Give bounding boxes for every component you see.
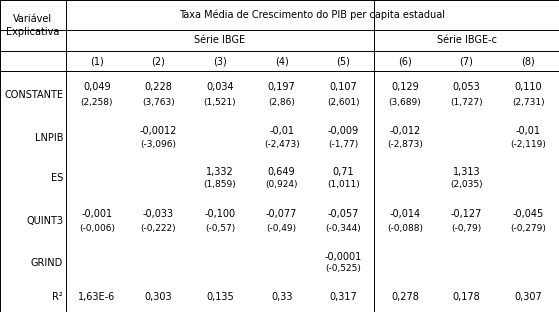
Text: 0,034: 0,034: [206, 82, 234, 92]
Text: R²: R²: [53, 292, 63, 302]
Text: (8): (8): [522, 56, 535, 66]
Text: 0,307: 0,307: [514, 292, 542, 302]
Text: 0,317: 0,317: [329, 292, 357, 302]
Text: (2,601): (2,601): [327, 98, 359, 106]
Text: Série IBGE: Série IBGE: [195, 35, 245, 46]
Text: (-0,279): (-0,279): [510, 224, 546, 233]
Text: (7): (7): [459, 56, 473, 66]
Text: (3,763): (3,763): [142, 98, 175, 106]
Text: (0,924): (0,924): [266, 180, 298, 189]
Text: 0,71: 0,71: [333, 167, 354, 177]
Text: (-3,096): (-3,096): [140, 140, 177, 149]
Text: 1,63E-6: 1,63E-6: [78, 292, 115, 302]
Text: Série IBGE-c: Série IBGE-c: [437, 35, 496, 46]
Text: -0,033: -0,033: [143, 209, 174, 219]
Text: -0,127: -0,127: [451, 209, 482, 219]
Text: (2,731): (2,731): [512, 98, 544, 106]
Text: -0,001: -0,001: [81, 209, 112, 219]
Text: ES: ES: [51, 173, 63, 183]
Text: (-2,473): (-2,473): [264, 140, 300, 149]
Text: 0,049: 0,049: [83, 82, 111, 92]
Text: LNPIB: LNPIB: [35, 133, 63, 143]
Text: (-0,006): (-0,006): [79, 224, 115, 233]
Text: 1,332: 1,332: [206, 167, 234, 177]
Text: -0,0012: -0,0012: [140, 126, 177, 136]
Text: 0,053: 0,053: [453, 82, 480, 92]
Text: 0,178: 0,178: [453, 292, 480, 302]
Text: (-0,49): (-0,49): [267, 224, 297, 233]
Text: (1): (1): [90, 56, 103, 66]
Text: -0,01: -0,01: [269, 126, 294, 136]
Text: (-0,222): (-0,222): [141, 224, 176, 233]
Text: (2): (2): [151, 56, 165, 66]
Text: (5): (5): [337, 56, 350, 66]
Text: 0,278: 0,278: [391, 292, 419, 302]
Text: (1,859): (1,859): [203, 180, 236, 189]
Text: -0,057: -0,057: [328, 209, 359, 219]
Text: QUINT3: QUINT3: [26, 216, 63, 226]
Text: (4): (4): [275, 56, 288, 66]
Text: 0,110: 0,110: [514, 82, 542, 92]
Text: GRIND: GRIND: [31, 258, 63, 268]
Text: (-1,77): (-1,77): [328, 140, 358, 149]
Text: -0,077: -0,077: [266, 209, 297, 219]
Text: -0,014: -0,014: [390, 209, 420, 219]
Text: (3,689): (3,689): [389, 98, 421, 106]
Text: 0,129: 0,129: [391, 82, 419, 92]
Text: CONSTANTE: CONSTANTE: [4, 90, 63, 100]
Text: -0,012: -0,012: [389, 126, 420, 136]
Text: (-2,119): (-2,119): [510, 140, 546, 149]
Text: 0,197: 0,197: [268, 82, 296, 92]
Text: (-0,525): (-0,525): [325, 264, 361, 273]
Text: -0,009: -0,009: [328, 126, 359, 136]
Text: 0,33: 0,33: [271, 292, 292, 302]
Text: (1,011): (1,011): [327, 180, 359, 189]
Text: (-0,344): (-0,344): [325, 224, 361, 233]
Text: (-0,088): (-0,088): [387, 224, 423, 233]
Text: (-2,873): (-2,873): [387, 140, 423, 149]
Text: 0,107: 0,107: [329, 82, 357, 92]
Text: (2,258): (2,258): [80, 98, 113, 106]
Text: -0,01: -0,01: [516, 126, 541, 136]
Text: 0,649: 0,649: [268, 167, 296, 177]
Text: -0,045: -0,045: [513, 209, 544, 219]
Text: Taxa Média de Crescimento do PIB per capita estadual: Taxa Média de Crescimento do PIB per cap…: [179, 10, 446, 20]
Text: (3): (3): [213, 56, 227, 66]
Text: Variável
Explicativa: Variável Explicativa: [6, 14, 60, 37]
Text: (2,86): (2,86): [268, 98, 295, 106]
Text: 1,313: 1,313: [453, 167, 480, 177]
Text: 0,303: 0,303: [145, 292, 172, 302]
Text: -0,0001: -0,0001: [325, 252, 362, 262]
Text: (-0,79): (-0,79): [452, 224, 482, 233]
Text: 0,135: 0,135: [206, 292, 234, 302]
Text: (1,727): (1,727): [450, 98, 483, 106]
Text: 0,228: 0,228: [144, 82, 172, 92]
Text: (1,521): (1,521): [203, 98, 236, 106]
Text: (-0,57): (-0,57): [205, 224, 235, 233]
Text: (2,035): (2,035): [450, 180, 483, 189]
Text: -0,100: -0,100: [205, 209, 235, 219]
Text: (6): (6): [398, 56, 412, 66]
